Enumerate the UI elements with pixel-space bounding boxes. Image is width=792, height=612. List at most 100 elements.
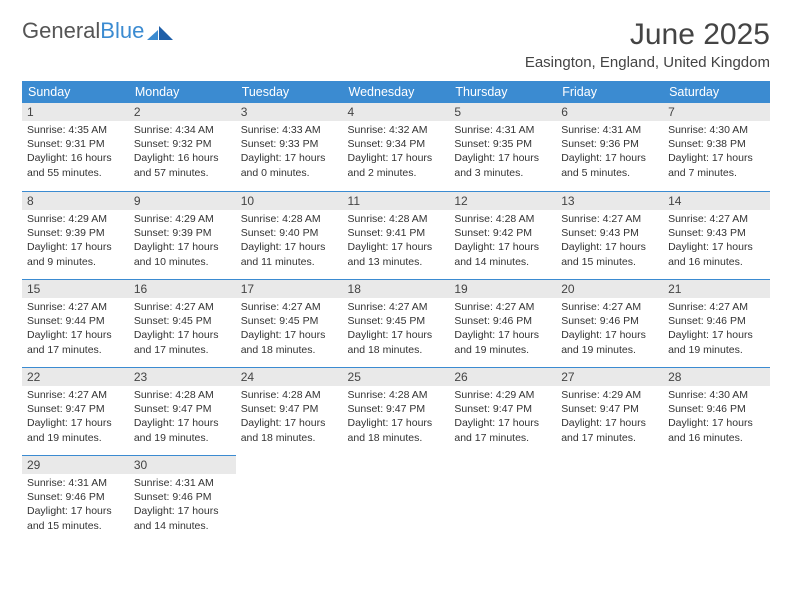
- day-details: Sunrise: 4:28 AMSunset: 9:41 PMDaylight:…: [343, 210, 450, 273]
- calendar-cell: [343, 455, 450, 543]
- logo-text-2: Blue: [100, 18, 144, 44]
- day-details: Sunrise: 4:27 AMSunset: 9:43 PMDaylight:…: [556, 210, 663, 273]
- day-number: 17: [236, 279, 343, 298]
- day-details: Sunrise: 4:27 AMSunset: 9:45 PMDaylight:…: [129, 298, 236, 361]
- calendar-row: 8Sunrise: 4:29 AMSunset: 9:39 PMDaylight…: [22, 191, 770, 279]
- day-number: 1: [22, 103, 129, 121]
- calendar-cell: 3Sunrise: 4:33 AMSunset: 9:33 PMDaylight…: [236, 103, 343, 191]
- calendar-head: SundayMondayTuesdayWednesdayThursdayFrid…: [22, 81, 770, 103]
- calendar-cell: 16Sunrise: 4:27 AMSunset: 9:45 PMDayligh…: [129, 279, 236, 367]
- weekday-header: Monday: [129, 81, 236, 103]
- day-details: Sunrise: 4:27 AMSunset: 9:44 PMDaylight:…: [22, 298, 129, 361]
- day-number: 20: [556, 279, 663, 298]
- calendar-cell: 13Sunrise: 4:27 AMSunset: 9:43 PMDayligh…: [556, 191, 663, 279]
- day-details: Sunrise: 4:28 AMSunset: 9:47 PMDaylight:…: [343, 386, 450, 449]
- calendar-cell: 26Sunrise: 4:29 AMSunset: 9:47 PMDayligh…: [449, 367, 556, 455]
- calendar-cell: 5Sunrise: 4:31 AMSunset: 9:35 PMDaylight…: [449, 103, 556, 191]
- weekday-header: Thursday: [449, 81, 556, 103]
- calendar-row: 15Sunrise: 4:27 AMSunset: 9:44 PMDayligh…: [22, 279, 770, 367]
- calendar-cell: 30Sunrise: 4:31 AMSunset: 9:46 PMDayligh…: [129, 455, 236, 543]
- calendar-cell: 9Sunrise: 4:29 AMSunset: 9:39 PMDaylight…: [129, 191, 236, 279]
- day-number: 27: [556, 367, 663, 386]
- day-number: 15: [22, 279, 129, 298]
- calendar-body: 1Sunrise: 4:35 AMSunset: 9:31 PMDaylight…: [22, 103, 770, 543]
- day-details: Sunrise: 4:32 AMSunset: 9:34 PMDaylight:…: [343, 121, 450, 184]
- calendar-cell: 28Sunrise: 4:30 AMSunset: 9:46 PMDayligh…: [663, 367, 770, 455]
- day-number: 10: [236, 191, 343, 210]
- day-details: Sunrise: 4:28 AMSunset: 9:47 PMDaylight:…: [129, 386, 236, 449]
- header: GeneralBlue June 2025 Easington, England…: [22, 18, 770, 71]
- calendar-cell: 25Sunrise: 4:28 AMSunset: 9:47 PMDayligh…: [343, 367, 450, 455]
- calendar-cell: 7Sunrise: 4:30 AMSunset: 9:38 PMDaylight…: [663, 103, 770, 191]
- day-details: Sunrise: 4:33 AMSunset: 9:33 PMDaylight:…: [236, 121, 343, 184]
- day-details: Sunrise: 4:27 AMSunset: 9:46 PMDaylight:…: [449, 298, 556, 361]
- calendar-row: 22Sunrise: 4:27 AMSunset: 9:47 PMDayligh…: [22, 367, 770, 455]
- weekday-header: Saturday: [663, 81, 770, 103]
- calendar-cell: 22Sunrise: 4:27 AMSunset: 9:47 PMDayligh…: [22, 367, 129, 455]
- day-details: Sunrise: 4:35 AMSunset: 9:31 PMDaylight:…: [22, 121, 129, 184]
- day-details: Sunrise: 4:29 AMSunset: 9:47 PMDaylight:…: [449, 386, 556, 449]
- day-number: 5: [449, 103, 556, 121]
- day-details: Sunrise: 4:31 AMSunset: 9:46 PMDaylight:…: [22, 474, 129, 537]
- day-number: 4: [343, 103, 450, 121]
- day-number: 19: [449, 279, 556, 298]
- calendar-cell: 11Sunrise: 4:28 AMSunset: 9:41 PMDayligh…: [343, 191, 450, 279]
- day-details: Sunrise: 4:28 AMSunset: 9:47 PMDaylight:…: [236, 386, 343, 449]
- day-number: 18: [343, 279, 450, 298]
- day-number: 25: [343, 367, 450, 386]
- weekday-header: Friday: [556, 81, 663, 103]
- day-number: 11: [343, 191, 450, 210]
- calendar-cell: 1Sunrise: 4:35 AMSunset: 9:31 PMDaylight…: [22, 103, 129, 191]
- calendar-cell: 21Sunrise: 4:27 AMSunset: 9:46 PMDayligh…: [663, 279, 770, 367]
- day-number: 8: [22, 191, 129, 210]
- day-details: Sunrise: 4:34 AMSunset: 9:32 PMDaylight:…: [129, 121, 236, 184]
- calendar-cell: 20Sunrise: 4:27 AMSunset: 9:46 PMDayligh…: [556, 279, 663, 367]
- month-title: June 2025: [525, 18, 770, 52]
- calendar-cell: 4Sunrise: 4:32 AMSunset: 9:34 PMDaylight…: [343, 103, 450, 191]
- calendar-cell: 8Sunrise: 4:29 AMSunset: 9:39 PMDaylight…: [22, 191, 129, 279]
- day-details: Sunrise: 4:29 AMSunset: 9:39 PMDaylight:…: [129, 210, 236, 273]
- day-number: 13: [556, 191, 663, 210]
- calendar-cell: 12Sunrise: 4:28 AMSunset: 9:42 PMDayligh…: [449, 191, 556, 279]
- calendar-cell: 18Sunrise: 4:27 AMSunset: 9:45 PMDayligh…: [343, 279, 450, 367]
- day-number: 9: [129, 191, 236, 210]
- day-details: Sunrise: 4:27 AMSunset: 9:45 PMDaylight:…: [343, 298, 450, 361]
- calendar-cell: 14Sunrise: 4:27 AMSunset: 9:43 PMDayligh…: [663, 191, 770, 279]
- location: Easington, England, United Kingdom: [525, 54, 770, 71]
- calendar-cell: 19Sunrise: 4:27 AMSunset: 9:46 PMDayligh…: [449, 279, 556, 367]
- day-details: Sunrise: 4:27 AMSunset: 9:47 PMDaylight:…: [22, 386, 129, 449]
- calendar-cell: 17Sunrise: 4:27 AMSunset: 9:45 PMDayligh…: [236, 279, 343, 367]
- calendar-cell: [236, 455, 343, 543]
- calendar-cell: 27Sunrise: 4:29 AMSunset: 9:47 PMDayligh…: [556, 367, 663, 455]
- calendar-cell: 29Sunrise: 4:31 AMSunset: 9:46 PMDayligh…: [22, 455, 129, 543]
- day-number: 21: [663, 279, 770, 298]
- day-details: Sunrise: 4:30 AMSunset: 9:46 PMDaylight:…: [663, 386, 770, 449]
- day-number: 16: [129, 279, 236, 298]
- calendar-table: SundayMondayTuesdayWednesdayThursdayFrid…: [22, 81, 770, 543]
- weekday-header: Tuesday: [236, 81, 343, 103]
- calendar-cell: 2Sunrise: 4:34 AMSunset: 9:32 PMDaylight…: [129, 103, 236, 191]
- day-number: 12: [449, 191, 556, 210]
- logo-icon: [147, 22, 173, 40]
- day-details: Sunrise: 4:28 AMSunset: 9:42 PMDaylight:…: [449, 210, 556, 273]
- day-number: 7: [663, 103, 770, 121]
- day-details: Sunrise: 4:27 AMSunset: 9:46 PMDaylight:…: [556, 298, 663, 361]
- day-number: 2: [129, 103, 236, 121]
- day-number: 29: [22, 455, 129, 474]
- calendar-row: 29Sunrise: 4:31 AMSunset: 9:46 PMDayligh…: [22, 455, 770, 543]
- weekday-header: Wednesday: [343, 81, 450, 103]
- day-number: 14: [663, 191, 770, 210]
- day-details: Sunrise: 4:31 AMSunset: 9:46 PMDaylight:…: [129, 474, 236, 537]
- day-details: Sunrise: 4:28 AMSunset: 9:40 PMDaylight:…: [236, 210, 343, 273]
- day-number: 24: [236, 367, 343, 386]
- calendar-cell: [556, 455, 663, 543]
- day-number: 22: [22, 367, 129, 386]
- calendar-cell: [663, 455, 770, 543]
- day-number: 26: [449, 367, 556, 386]
- logo: GeneralBlue: [22, 18, 173, 44]
- day-number: 6: [556, 103, 663, 121]
- day-details: Sunrise: 4:30 AMSunset: 9:38 PMDaylight:…: [663, 121, 770, 184]
- calendar-cell: 24Sunrise: 4:28 AMSunset: 9:47 PMDayligh…: [236, 367, 343, 455]
- calendar-row: 1Sunrise: 4:35 AMSunset: 9:31 PMDaylight…: [22, 103, 770, 191]
- logo-text-1: General: [22, 18, 100, 44]
